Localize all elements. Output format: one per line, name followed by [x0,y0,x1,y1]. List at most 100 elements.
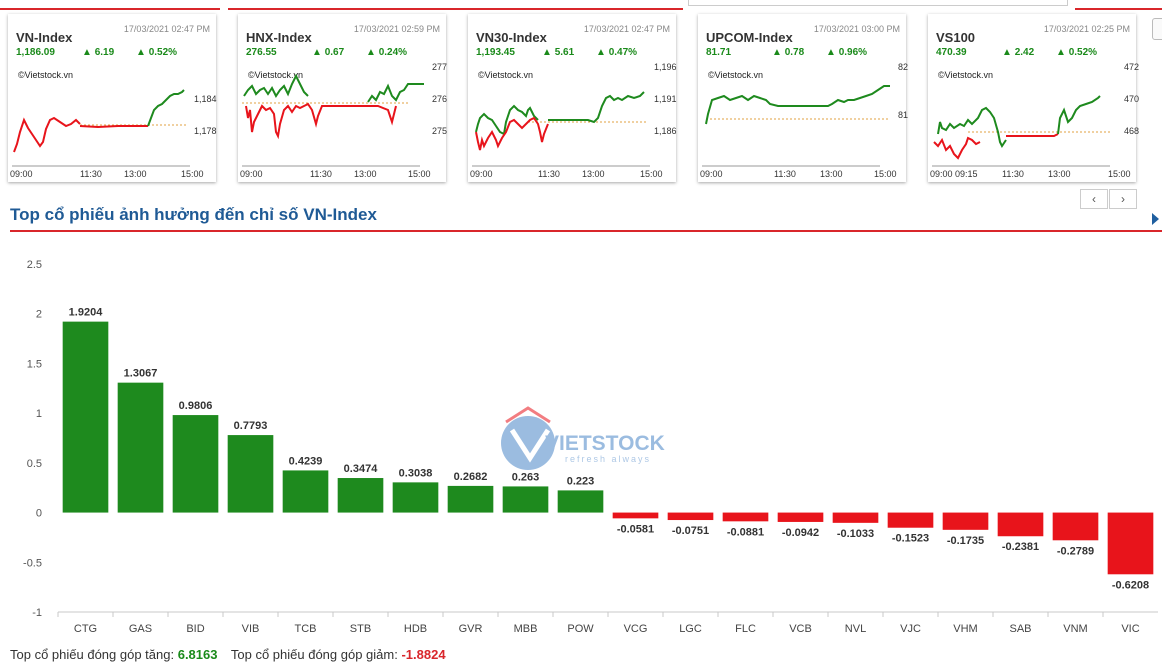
index-card-vn-index[interactable]: VN-Index 17/03/2021 02:47 PM 1,186.09 ▲ … [8,14,217,182]
up-arrow-icon: ▲ [82,47,92,58]
bar-mbb [502,486,549,513]
bar-value-label: -0.1033 [837,528,874,540]
x-category-label: VJC [900,623,921,635]
x-category-label: CTG [74,623,97,635]
scroll-handle[interactable] [1152,18,1162,40]
x-tick-label: 13:00 [820,169,843,179]
x-tick-label: 09:00 [470,169,493,179]
index-change: ▲ 0.78 [772,47,805,58]
vietstock-watermark: VIETSTOCK refresh always [501,406,665,470]
mini-chart [932,95,1110,167]
up-contribution-value: 6.8163 [177,647,218,662]
y-tick-label: -0.5 [23,557,42,569]
carousel-prev-button[interactable]: ‹ [1080,189,1108,209]
top-search-box[interactable] [688,0,1068,6]
bar-value-label: 0.7793 [234,420,268,432]
index-pct: ▲ 0.96% [826,47,868,58]
bar-flc [722,512,769,522]
index-card-upcom-index[interactable]: UPCOM-Index 17/03/2021 03:00 PM 81.71 ▲ … [698,14,909,182]
bar-value-label: -0.0881 [727,526,764,538]
index-value: 81.71 [706,47,732,58]
index-value: 1,193.45 [476,47,515,58]
bar-vic [1107,512,1154,575]
x-tick-label: 15:00 [640,169,663,179]
x-category-label: HDB [404,623,427,635]
y-tick-label: 1,196 [654,62,677,72]
index-name: VS100 [936,30,976,45]
mini-chart [12,89,190,167]
bar-value-label: -0.0581 [617,523,654,535]
bar-value-label: 0.263 [512,471,540,483]
y-tick-label: 1,184 [194,94,217,104]
x-category-label: NVL [845,623,866,635]
index-pct: ▲ 0.24% [366,47,408,58]
bar-value-label: -0.1523 [892,533,929,545]
y-tick-label: 0 [36,508,42,520]
x-category-label: VHM [953,623,977,635]
up-arrow-icon: ▲ [826,47,836,58]
index-name: VN-Index [16,30,73,45]
watermark-tagline: refresh always [565,454,651,464]
top-border [0,0,1162,12]
x-tick-label: 09:00 [10,169,33,179]
contribution-summary: Top cổ phiếu đóng góp tăng: 6.8163 Top c… [10,647,446,662]
index-value: 470.39 [936,47,967,58]
mini-chart [702,85,890,167]
bar-value-label: -0.2381 [1002,541,1039,553]
y-tick-label: 1,186 [654,126,677,136]
x-category-label: VNM [1063,623,1087,635]
bar-vcb [777,512,824,522]
y-tick-label: 2 [36,309,42,321]
x-tick-label: 09:00 [930,169,953,179]
x-tick-label: 13:00 [1048,169,1071,179]
index-card-hnx-index[interactable]: HNX-Index 17/03/2021 02:59 PM 276.55 ▲ 0… [238,14,448,182]
bar-sab [997,512,1044,537]
caret-right-icon[interactable] [1152,213,1159,225]
bar-tcb [282,470,329,513]
carousel-next-button[interactable]: › [1109,189,1137,209]
down-contribution-value: -1.8824 [401,647,446,662]
y-tick-label: 1,191 [654,94,677,104]
index-name: VN30-Index [476,30,547,45]
bar-value-label: -0.6208 [1112,579,1149,591]
index-name: HNX-Index [246,30,312,45]
bar-vib [227,435,274,513]
x-category-label: LGC [679,623,702,635]
x-tick-label: 15:00 [1108,169,1131,179]
bar-value-label: 0.3038 [399,467,433,479]
y-tick-label: 277 [432,62,448,72]
bar-vcg [612,512,659,519]
bar-ctg [62,321,109,513]
bar-value-label: 0.2682 [454,471,488,483]
index-pct: ▲ 0.47% [596,47,638,58]
x-tick-label: 15:00 [181,169,204,179]
y-tick-label: -1 [32,607,42,619]
mini-chart [242,73,424,167]
index-change: ▲ 0.67 [312,47,345,58]
bar-value-label: -0.0942 [782,527,819,539]
mini-chart [472,91,650,167]
y-tick-label: 1,178 [194,126,217,136]
y-tick-label: 82 [898,62,909,72]
bar-gvr [447,485,494,513]
x-category-label: STB [350,623,371,635]
index-value: 1,186.09 [16,47,55,58]
vietstock-credit: ©Vietstock.vn [18,70,73,80]
x-tick-label: 15:00 [874,169,897,179]
index-card-vs100[interactable]: VS100 17/03/2021 02:25 PM 470.39 ▲ 2.42 … [928,14,1139,182]
index-name: UPCOM-Index [706,30,793,45]
up-arrow-icon: ▲ [542,47,552,58]
index-change: ▲ 6.19 [82,47,115,58]
up-contribution-label: Top cổ phiếu đóng góp tăng: [10,647,175,662]
section-divider [10,230,1162,232]
index-change: ▲ 5.61 [542,47,575,58]
bar-gas [117,382,164,513]
y-tick-label: 0.5 [27,458,42,470]
up-arrow-icon: ▲ [136,47,146,58]
x-category-label: MBB [514,623,538,635]
index-card-vn30-index[interactable]: VN30-Index 17/03/2021 02:47 PM 1,193.45 … [468,14,677,182]
bar-value-label: 0.3474 [344,463,379,475]
x-tick-label: 13:00 [582,169,605,179]
index-timestamp: 17/03/2021 03:00 PM [813,24,900,34]
impact-bar-chart: VIETSTOCK refresh always 2.5 2 1.5 1 0.5 0 -0.… [23,259,1158,635]
